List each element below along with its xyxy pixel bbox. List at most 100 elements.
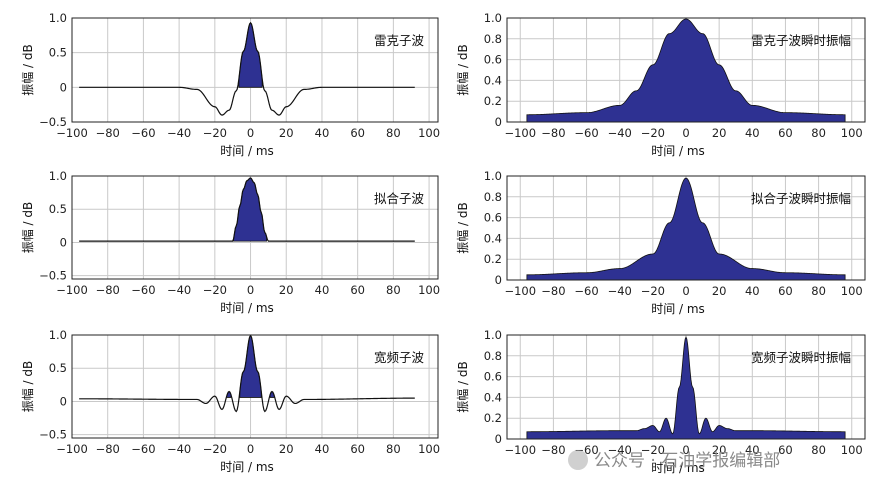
- y-axis-label: 振幅 / dB: [455, 361, 470, 413]
- x-tick-label: −20: [203, 126, 227, 140]
- panel-title: 雷克子波: [374, 33, 425, 48]
- series-line: [79, 21, 415, 116]
- x-tick-label: 0: [247, 442, 254, 456]
- x-axis-label: 时间 / ms: [651, 461, 705, 475]
- x-tick-label: 20: [279, 126, 294, 140]
- x-tick-label: 60: [778, 126, 793, 140]
- y-tick-label: 0: [60, 235, 67, 249]
- x-tick-label: −80: [541, 126, 565, 140]
- watermark: 公众号 · 石油学报编辑部: [568, 450, 780, 471]
- x-tick-label: −100: [504, 126, 536, 140]
- y-tick-label: 1.0: [484, 328, 502, 342]
- x-tick-label: 40: [315, 126, 330, 140]
- x-tick-label: 0: [247, 126, 254, 140]
- x-tick-label: −40: [167, 126, 191, 140]
- x-tick-label: −60: [131, 442, 155, 456]
- x-tick-label: −80: [541, 443, 565, 457]
- x-tick-label: 80: [386, 283, 401, 297]
- x-tick-label: 0: [682, 284, 689, 298]
- y-tick-label: 1.0: [49, 169, 67, 183]
- chart-panel-2: −100 −80 −60 −40 −20 0 20 40 60 80 100 1.0 0.8 0.6 0.4…: [455, 11, 866, 158]
- y-axis-label: 振幅 / dB: [455, 202, 470, 254]
- x-tick-label: 100: [418, 442, 440, 456]
- plot-frame: [71, 334, 439, 439]
- y-tick-label: −0.5: [39, 115, 67, 129]
- panel-title: 雷克子波瞬时振幅: [751, 33, 851, 48]
- x-tick-label: −20: [641, 126, 665, 140]
- series-line: [79, 334, 415, 413]
- plot-frame: [71, 17, 439, 123]
- x-tick-label: −100: [504, 284, 536, 298]
- x-tick-label: −40: [167, 283, 191, 297]
- plot-frame: [71, 175, 439, 280]
- x-tick-label: −80: [96, 283, 120, 297]
- x-tick-label: 0: [682, 443, 689, 457]
- x-tick-label: 60: [350, 283, 365, 297]
- x-tick-label: −100: [56, 126, 88, 140]
- x-tick-label: 80: [386, 126, 401, 140]
- x-tick-label: 40: [745, 443, 760, 457]
- x-tick-label: −60: [574, 126, 598, 140]
- y-tick-label: 0.4: [484, 390, 502, 404]
- y-tick-label: 0.5: [49, 46, 67, 60]
- x-tick-label: −100: [504, 443, 536, 457]
- plot-frame: [506, 17, 866, 123]
- x-tick-label: 100: [418, 283, 440, 297]
- x-tick-label: 100: [841, 443, 863, 457]
- y-tick-label: 0: [60, 394, 67, 408]
- y-tick-label: 0: [60, 80, 67, 94]
- x-axis-label: 时间 / ms: [651, 302, 705, 316]
- panel-title: 拟合子波瞬时振幅: [751, 191, 851, 206]
- x-tick-label: −80: [96, 126, 120, 140]
- x-tick-label: 100: [841, 126, 863, 140]
- x-tick-label: 40: [315, 442, 330, 456]
- x-tick-label: −40: [608, 126, 632, 140]
- x-tick-label: 60: [350, 126, 365, 140]
- y-tick-label: 0.2: [484, 252, 502, 266]
- y-tick-label: 0.5: [49, 202, 67, 216]
- x-tick-label: 20: [712, 126, 727, 140]
- y-tick-label: 1.0: [484, 169, 502, 183]
- y-tick-label: 0.8: [484, 349, 502, 363]
- chart-panel-5: −100 −80 −60 −40 −20 0 20 40 60 80 100 1.0 0.5 0 −0.5 时…: [20, 328, 440, 474]
- x-tick-label: −60: [131, 283, 155, 297]
- y-tick-label: 1.0: [49, 11, 67, 25]
- x-tick-label: −100: [56, 283, 88, 297]
- y-tick-label: 0: [495, 273, 502, 287]
- plot-frame: [506, 334, 866, 440]
- series-area: [526, 336, 846, 440]
- y-tick-label: −0.5: [39, 269, 67, 283]
- x-tick-label: 60: [778, 443, 793, 457]
- chart-panel-6: −100 −80 −60 −40 −20 0 20 40 60 80 1001.00.80.60.4…: [455, 328, 866, 475]
- y-tick-label: 1.0: [49, 328, 67, 342]
- x-tick-label: −20: [203, 442, 227, 456]
- x-axis-label: 时间 / ms: [220, 460, 274, 474]
- series-area: [526, 177, 846, 281]
- y-tick-label: 1.0: [484, 11, 502, 25]
- y-axis-label: 振幅 / dB: [20, 202, 35, 254]
- y-tick-label: 0.4: [484, 231, 502, 245]
- x-tick-label: 20: [279, 442, 294, 456]
- watermark-text: 公众号 · 石油学报编辑部: [594, 451, 780, 471]
- y-axis-label: 振幅 / dB: [20, 361, 35, 413]
- x-tick-label: −40: [608, 443, 632, 457]
- x-tick-label: −100: [56, 442, 88, 456]
- y-axis-label: 振幅 / dB: [455, 44, 470, 96]
- x-tick-label: 40: [745, 284, 760, 298]
- panel-title: 宽频子波瞬时振幅: [751, 350, 851, 365]
- x-tick-label: 40: [745, 126, 760, 140]
- y-tick-label: 0.8: [484, 190, 502, 204]
- x-tick-label: 80: [386, 442, 401, 456]
- y-tick-label: 0.2: [484, 411, 502, 425]
- y-tick-label: 0.2: [484, 94, 502, 108]
- chart-panel-3: −100 −80 −60 −40 −20 0 20 40 60 80 100 1.0 0.5 0 −0.5 时…: [20, 169, 440, 315]
- x-axis-label: 时间 / ms: [220, 144, 274, 158]
- x-axis-label: 时间 / ms: [651, 144, 705, 158]
- x-tick-label: −60: [574, 284, 598, 298]
- x-tick-label: −40: [608, 284, 632, 298]
- y-tick-label: 0.8: [484, 32, 502, 46]
- x-tick-label: −20: [203, 283, 227, 297]
- x-tick-label: −40: [167, 442, 191, 456]
- x-tick-label: 60: [778, 284, 793, 298]
